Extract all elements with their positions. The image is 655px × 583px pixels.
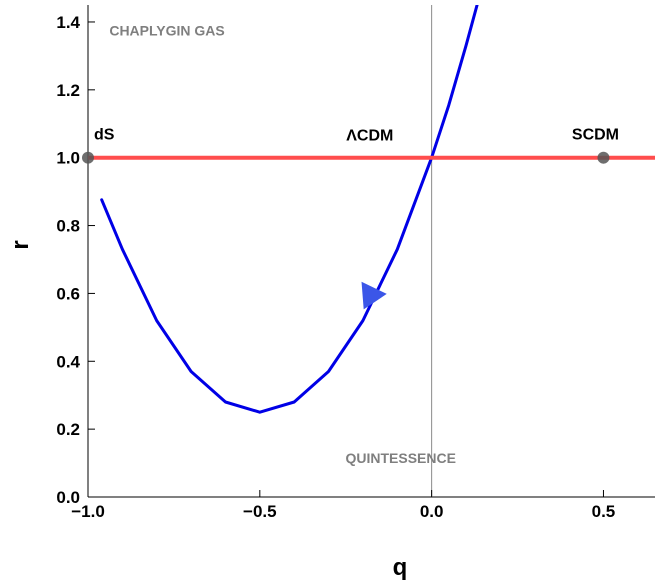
y-tick-label: 1.0 <box>56 149 80 168</box>
y-ticks: 0.0 0.2 0.4 0.6 0.8 1.0 1.2 1.4 <box>56 13 95 507</box>
annotation-label: ΛCDM <box>346 128 393 145</box>
x-tick-label: 0.0 <box>420 502 444 521</box>
x-ticks: −1.0 −0.5 0.0 0.5 <box>71 490 615 521</box>
direction-arrow <box>361 281 387 310</box>
y-tick-label: 0.8 <box>56 217 80 236</box>
point-marker <box>82 151 94 164</box>
series-layer <box>88 5 655 414</box>
point-label: SCDM <box>572 127 619 144</box>
trajectory-series-line <box>100 5 479 414</box>
y-tick-label: 0.2 <box>56 420 80 439</box>
annotation-label: CHAPLYGIN GAS <box>109 23 224 39</box>
point-marker <box>597 151 610 164</box>
y-tick-label: 0.6 <box>56 284 80 303</box>
x-axis-title: q <box>393 554 408 581</box>
annotation-label: QUINTESSENCE <box>345 450 455 466</box>
x-tick-label: 0.5 <box>592 502 616 521</box>
y-tick-label: 0.0 <box>56 488 80 507</box>
y-tick-label: 1.2 <box>56 81 80 100</box>
y-axis-title: r <box>7 240 34 249</box>
x-tick-label: −0.5 <box>243 502 277 521</box>
points-layer: dS SCDM <box>82 127 619 164</box>
point-label: dS <box>94 127 115 144</box>
annotations-layer: CHAPLYGIN GAS ΛCDM QUINTESSENCE <box>109 23 456 467</box>
x-tick-label: −1.0 <box>71 502 105 521</box>
y-tick-label: 0.4 <box>56 352 80 371</box>
y-tick-label: 1.4 <box>56 13 80 32</box>
